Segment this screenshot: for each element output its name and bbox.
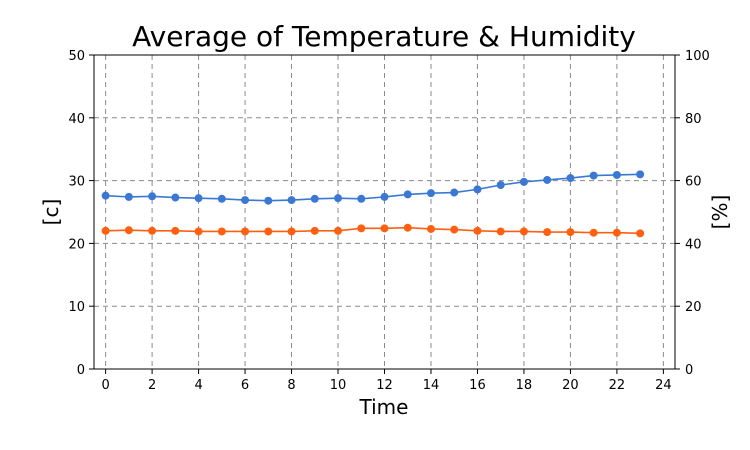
series-1-point: [612, 228, 621, 237]
grid: [94, 54, 675, 370]
series-1-point: [589, 228, 598, 237]
x-tick-label: 2: [148, 378, 156, 393]
series-0-point: [194, 194, 203, 203]
y-tick-label-left: 10: [68, 300, 85, 315]
series-1-point: [148, 226, 157, 235]
x-axis-label: Time: [359, 395, 409, 419]
series-0-point: [334, 194, 343, 203]
y-tick-label-left: 40: [68, 112, 85, 127]
series-0-point: [473, 185, 482, 194]
axis-ticks: 0 2 4 6 8 10 12 14 16 18 20 22 240102030405002040608…: [68, 49, 709, 393]
x-tick-label: 8: [287, 378, 295, 393]
series-0-point: [496, 181, 505, 189]
plot-series: [101, 170, 645, 238]
series-0-point: [403, 190, 412, 199]
series-0-point: [241, 196, 250, 205]
series-0-point: [450, 188, 459, 197]
series-1-point: [171, 226, 180, 235]
series-1-point: [357, 224, 366, 233]
y-axis-label-left: [c]: [39, 199, 63, 226]
series-0-point: [171, 193, 180, 202]
series-0-point: [264, 196, 273, 205]
series-0-point: [566, 174, 575, 183]
y-tick-label-right: 80: [685, 112, 702, 127]
y-tick-label-right: 0: [685, 363, 693, 378]
x-tick-label: 16: [469, 378, 486, 393]
x-tick-label: 12: [376, 378, 393, 393]
series-0-point: [310, 194, 319, 203]
x-tick-label: 10: [330, 378, 347, 393]
chart-title: Average of Temperature & Humidity: [132, 20, 636, 53]
series-1-point: [496, 227, 505, 236]
series-1-point: [101, 226, 110, 235]
series-1-point: [380, 224, 389, 233]
x-tick-label: 0: [101, 378, 109, 393]
x-tick-label: 18: [516, 378, 533, 393]
series-1-point: [473, 226, 482, 235]
series-1-point: [310, 226, 319, 235]
x-tick-label: 14: [423, 378, 440, 393]
x-tick-label: 4: [194, 378, 202, 393]
series-0-point: [636, 170, 645, 179]
x-tick-label: 20: [562, 378, 579, 393]
series-0-point: [612, 170, 621, 179]
series-1-point: [519, 227, 528, 236]
series-0-point: [589, 171, 598, 180]
series-0-point: [124, 192, 133, 201]
series-1-point: [217, 227, 226, 236]
series-1-point: [450, 225, 459, 234]
y-tick-label-left: 50: [68, 49, 85, 64]
series-1-point: [426, 224, 435, 233]
series-0-point: [217, 194, 226, 203]
series-0-point: [287, 196, 296, 205]
y-tick-label-left: 30: [68, 175, 85, 190]
y-tick-label-left: 20: [68, 237, 85, 252]
x-tick-label: 24: [655, 378, 672, 393]
series-1-line: [105, 226, 641, 235]
y-tick-label-right: 20: [685, 300, 702, 315]
x-tick-label: 6: [241, 378, 249, 393]
series-0-point: [426, 189, 435, 198]
series-1-point: [334, 226, 343, 235]
y-tick-label-left: 0: [77, 363, 85, 378]
series-1-point: [566, 228, 575, 237]
series-1-point: [287, 227, 296, 236]
series-1-point: [264, 227, 273, 236]
series-0-point: [357, 194, 366, 203]
series-0-point: [543, 175, 552, 184]
series-1-point: [124, 226, 133, 235]
series-0-line: [105, 173, 641, 202]
series-1-point: [194, 227, 203, 236]
y-tick-label-right: 100: [685, 49, 710, 64]
series-1-point: [403, 223, 412, 232]
series-1-point: [636, 229, 645, 238]
x-tick-label: 22: [609, 378, 626, 393]
series-0-point: [148, 192, 157, 201]
y-tick-label-right: 60: [685, 175, 702, 190]
series-1-point: [543, 228, 552, 237]
series-0-point: [101, 191, 110, 200]
series-0-point: [519, 177, 528, 186]
series-1-point: [241, 227, 250, 236]
y-tick-label-right: 40: [685, 237, 702, 252]
y-axis-label-right: [%]: [708, 195, 732, 230]
series-0-point: [380, 192, 389, 201]
